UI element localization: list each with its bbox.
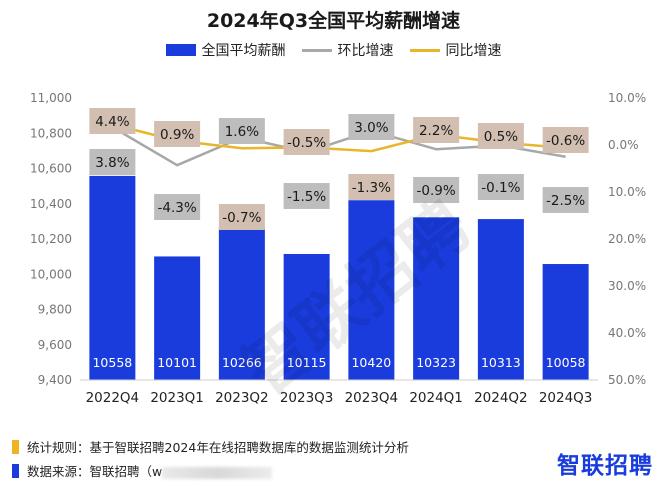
salary-bar-value-label: 10058 [546,355,586,370]
mom-data-label: -1.5% [287,189,326,205]
mom-data-label-box [154,194,201,220]
footer-rule-marker [12,439,19,454]
salary-bar [283,253,330,380]
mom-data-label: -0.9% [417,183,456,199]
salary-bar [348,200,395,380]
x-axis-tick-label: 2024Q1 [409,390,463,406]
mom-data-label-box [218,118,265,144]
legend-swatch-mom [301,48,332,52]
legend-label-salary: 全国平均薪酬 [201,43,286,59]
yoy-data-label-box [154,121,201,147]
mom-data-label: -0.1% [481,180,520,196]
right-axis-tick-label: 10.0% [608,91,646,105]
right-axis-tick-label: 40.0% [608,326,646,340]
x-axis-tick-label: 2024Q3 [539,390,593,406]
yoy-data-label: -0.5% [287,135,326,151]
salary-bar [477,219,524,380]
salary-bar [413,217,460,380]
salary-bar [218,227,265,380]
salary-bar [542,264,589,380]
footer-source-marker [12,463,19,478]
legend-item-salary: 全国平均薪酬 [165,40,286,60]
salary-bar [154,256,201,380]
mom-data-label: -2.5% [546,193,585,209]
legend-swatch-salary [165,44,196,56]
footer-source-label: 数据来源： [27,464,90,479]
chart-legend: 全国平均薪酬 环比增速 同比增速 [0,40,667,60]
mom-data-label-box [283,183,330,209]
yoy-data-label: 0.9% [160,127,194,143]
yoy-data-label-box [413,117,460,143]
mom-data-label: 3.8% [95,155,129,171]
yoy-data-label-box [218,204,265,230]
right-axis-tick-label: 10.0% [608,185,646,199]
left-axis-tick-label: 11,000 [30,91,72,105]
salary-bar-value-label: 10115 [287,355,327,370]
mom-data-label: -4.3% [158,200,197,216]
yoy-data-label-box [542,127,589,153]
right-axis-tick-label: 20.0% [608,232,646,246]
salary-bar-value-label: 10313 [481,355,521,370]
yoy-data-label: 4.4% [95,114,129,130]
salary-bar [89,175,136,380]
left-axis-tick-label: 10,600 [30,162,72,176]
salary-bar-value-label: 10558 [92,355,132,370]
legend-item-mom: 环比增速 [301,40,394,60]
yoy-data-label: -1.3% [352,180,391,196]
legend-label-mom: 环比增速 [337,43,394,59]
legend-label-yoy: 同比增速 [445,43,502,59]
yoy-data-label-box [89,108,136,134]
yoy-data-label-box [477,123,524,149]
left-axis-tick-label: 9,600 [38,338,72,352]
salary-bar-value-label: 10420 [351,355,391,370]
right-axis-tick-label: 0.0% [608,138,639,152]
salary-bar-value-label: 10266 [222,355,262,370]
left-axis-tick-label: 10,800 [30,126,72,140]
footer-rule: 统计规则：基于智联招聘2024年在线招聘数据库的数据监测统计分析 [12,437,409,456]
left-axis-tick-label: 9,800 [38,303,72,317]
x-axis-tick-label: 2023Q3 [280,390,334,406]
yoy-data-label: 2.2% [419,123,453,139]
legend-swatch-yoy [409,48,440,52]
left-axis-tick-label: 9,400 [38,373,72,387]
mom-data-label-box [542,187,589,213]
x-axis-tick-label: 2022Q4 [86,390,140,406]
x-axis-tick-label: 2024Q2 [474,390,528,406]
mom-data-label: 1.6% [225,124,259,140]
x-axis-tick-label: 2023Q2 [215,390,269,406]
right-axis-tick-label: 30.0% [608,279,646,293]
salary-bar-value-label: 10101 [157,355,197,370]
footer-source: 数据来源：智联招聘（w [12,461,273,480]
mom-data-label-box [89,149,136,175]
legend-item-yoy: 同比增速 [409,40,502,60]
footer-rule-text: 基于智联招聘2024年在线招聘数据库的数据监测统计分析 [89,440,409,455]
mom-data-label-box [348,114,395,140]
mom-data-label-box [413,177,460,203]
salary-bar-value-label: 10323 [416,355,456,370]
footer-rule-label: 统计规则： [27,440,90,455]
yoy-data-label: -0.7% [222,210,261,226]
mom-data-label: 3.0% [354,120,388,136]
right-axis-tick-label: 50.0% [608,373,646,387]
left-axis-tick-label: 10,400 [30,197,72,211]
left-axis-tick-label: 10,200 [30,232,72,246]
x-axis-tick-label: 2023Q1 [150,390,204,406]
chart-title: 2024年Q3全国平均薪酬增速 [206,10,461,32]
yoy-data-label: -0.6% [546,133,585,149]
footer-source-blurred [162,466,273,479]
left-axis-tick-label: 10,000 [30,267,72,281]
mom-data-label-box [477,174,524,200]
x-axis-tick-label: 2023Q4 [345,390,399,406]
brand-logo: 智联招聘 [557,453,653,479]
yoy-data-label: 0.5% [484,129,518,145]
yoy-data-label-box [348,174,395,200]
yoy-data-label-box [283,129,330,155]
footer-source-text: 智联招聘（w [89,464,163,479]
